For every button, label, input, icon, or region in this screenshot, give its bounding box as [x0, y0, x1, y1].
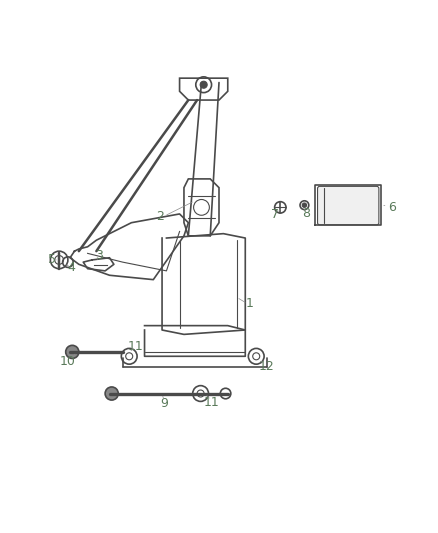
Text: 7: 7 — [271, 208, 279, 221]
Text: 8: 8 — [303, 207, 311, 221]
Text: 10: 10 — [60, 356, 76, 368]
FancyBboxPatch shape — [318, 187, 379, 225]
Circle shape — [66, 345, 79, 359]
Text: 11: 11 — [128, 340, 144, 353]
Circle shape — [105, 387, 118, 400]
Text: 1: 1 — [246, 297, 254, 310]
Text: 3: 3 — [95, 249, 102, 262]
Text: 9: 9 — [160, 397, 168, 410]
Text: 11: 11 — [203, 396, 219, 409]
Text: 4: 4 — [67, 261, 75, 274]
Text: 12: 12 — [258, 360, 274, 373]
Text: 5: 5 — [48, 253, 56, 266]
Circle shape — [302, 203, 307, 207]
Text: 6: 6 — [388, 201, 396, 214]
Circle shape — [200, 81, 207, 88]
Text: 2: 2 — [156, 209, 164, 223]
